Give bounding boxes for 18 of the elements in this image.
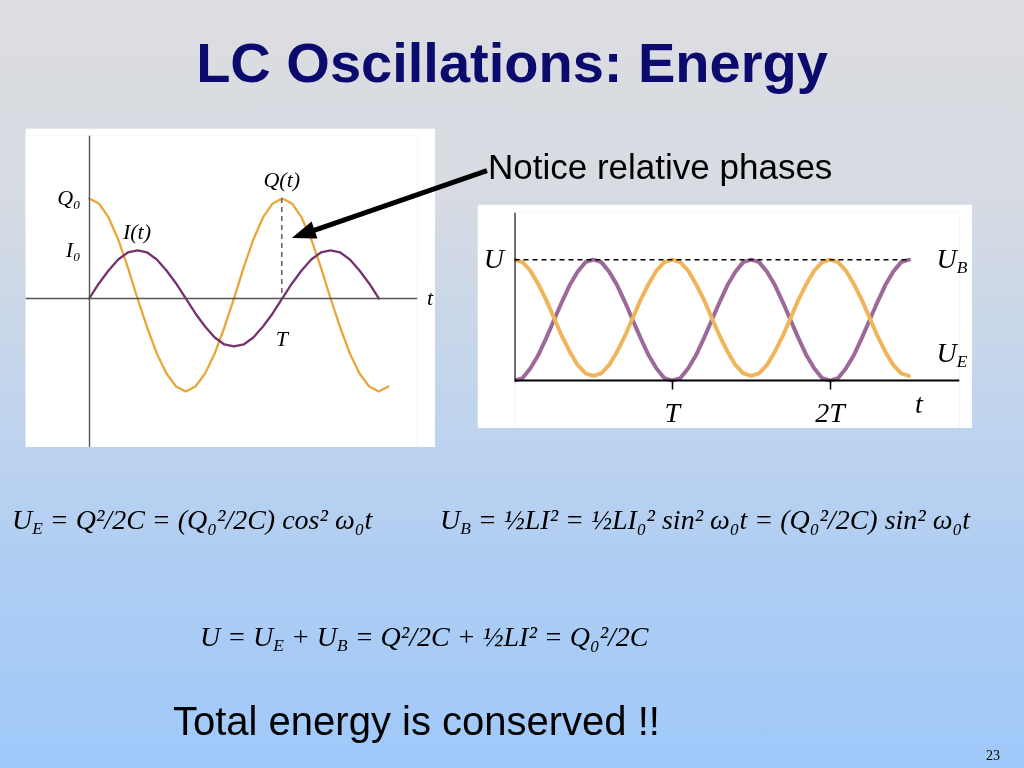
ref-line-label: U [483,243,504,275]
series-label: Q(t) [263,166,301,192]
x-axis-title: t [427,285,434,310]
text: U$_{B}$ = ½LI² = ½LI₀² sin² ω₀t = (Q₀²/2C) sin² ω₀t [440,504,971,538]
x-tick-label: 2T [815,396,848,428]
text: U$_{E}$ = Q²/2C = (Q₀²/2C) cos² ω₀t [12,504,373,538]
text: I₀ [65,237,81,262]
text: 23 [986,748,1000,763]
series-label: I(t) [122,219,152,244]
text: Notice relative phases [488,147,833,186]
series-label: U$_{B}$ [936,243,968,278]
text: U = U$_{E}$ + U$_{B}$ = Q²/2C + ½LI² = Q₀²/2C [200,621,649,655]
x-axis-title: t [915,388,923,420]
series-label: U$_{E}$ [936,337,968,372]
text: Total energy is conserved !! [173,699,660,743]
annotation: T [275,326,288,351]
text: Q₀ [57,184,81,210]
text: LC Oscillations: Energy [196,31,828,94]
